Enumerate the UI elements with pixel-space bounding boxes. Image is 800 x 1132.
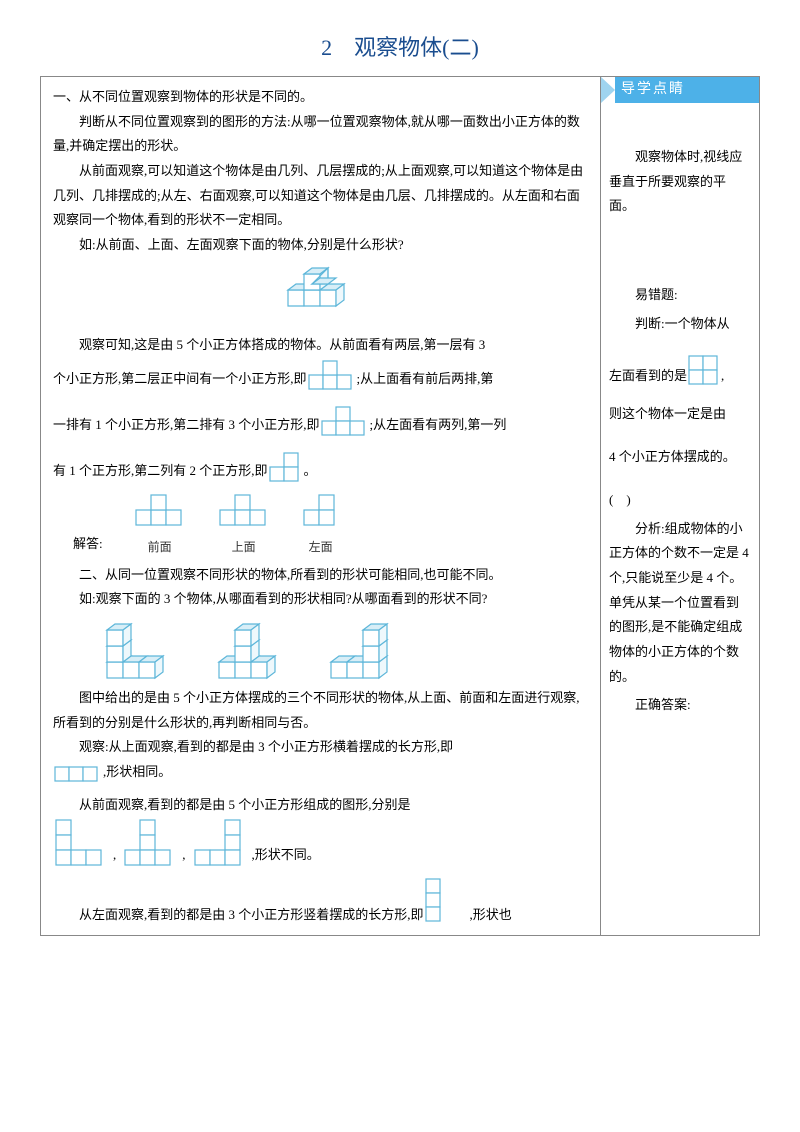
label-front: 前面 [133, 536, 187, 559]
p6b: ;从上面看有前后两排,第 [357, 367, 494, 392]
content-frame: 一、从不同位置观察到物体的形状是不同的。 判断从不同位置观察到的图形的方法:从哪… [40, 76, 760, 936]
p11: 图中给出的是由 5 个小正方体摆成的三个不同形状的物体,从上面、前面和左面进行观… [53, 686, 590, 735]
line-p13b: , , ,形状不同。 [53, 817, 590, 867]
p10: 如:观察下面的 3 个物体,从哪面看到的形状相同?从哪面看到的形状不同? [53, 587, 590, 612]
solve-row: 解答: 前面 [73, 491, 590, 558]
top-view-solve-icon [217, 491, 271, 527]
object-c-icon [327, 618, 413, 680]
front-c-icon [192, 817, 246, 867]
p12b: ,形状相同。 [103, 760, 171, 785]
chevron-icon [601, 77, 615, 103]
left-view-icon [268, 449, 304, 483]
line-p12b: ,形状相同。 [53, 760, 590, 785]
main-column: 一、从不同位置观察到物体的形状是不同的。 判断从不同位置观察到的图形的方法:从哪… [41, 77, 601, 935]
ans: 正确答案: [609, 693, 751, 718]
object-a-icon [103, 618, 189, 680]
q1b: 左面看到的是 [609, 364, 687, 389]
p9: 二、从同一位置观察不同形状的物体,所看到的形状可能相同,也可能不同。 [53, 563, 590, 588]
page-title: 2 观察物体(二) [40, 30, 760, 62]
q3: 4 个小正方体摆成的。 [609, 445, 751, 470]
p7a: 一排有 1 个小正方形,第二排有 3 个小正方形,即 [53, 413, 320, 438]
tip1: 观察物体时,视线应垂直于所要观察的平面。 [609, 145, 751, 219]
p7b: ;从左面看有两列,第一列 [370, 413, 507, 438]
p4: 如:从前面、上面、左面观察下面的物体,分别是什么形状? [53, 233, 590, 258]
cube-3d-icon [280, 264, 364, 318]
three-objects-row [103, 618, 590, 680]
front-a-icon [53, 817, 107, 867]
q-label: 易错题: [609, 283, 751, 308]
side-header: 导学点睛 [601, 77, 759, 103]
p6a: 个小正方形,第二层正中间有一个小正方形,即 [53, 367, 307, 392]
horiz-3-icon [53, 765, 103, 785]
top-view-icon [320, 403, 370, 437]
cube-figure-1 [53, 264, 590, 327]
p13b: ,形状不同。 [252, 843, 320, 868]
side-column: 导学点睛 观察物体时,视线应垂直于所要观察的平面。 易错题: 判断:一个物体从 … [601, 77, 759, 935]
object-b-icon [215, 618, 301, 680]
solve-label: 解答: [73, 532, 103, 557]
line-p7: 一排有 1 个小正方形,第二排有 3 个小正方形,即 ;从左面看有两列,第一列 [53, 403, 590, 437]
line-p14: 从左面观察,看到的都是由 3 个小正方形竖着摆成的长方形,即 ,形状也 [53, 877, 590, 927]
front-b-icon [122, 817, 176, 867]
q1c: , [721, 364, 724, 389]
comma2: , [182, 843, 185, 868]
line-p6: 个小正方形,第二层正中间有一个小正方形,即 ;从上面看有前后两排,第 [53, 357, 590, 391]
front-view-icon [307, 357, 357, 391]
p3: 从前面观察,可以知道这个物体是由几列、几层摆成的;从上面观察,可以知道这个物体是… [53, 159, 590, 233]
q1a: 判断:一个物体从 [609, 312, 751, 337]
square-2x2-icon [687, 354, 721, 388]
side-header-label: 导学点睛 [615, 77, 759, 103]
q2: 则这个物体一定是由 [609, 402, 751, 427]
label-top: 上面 [217, 536, 271, 559]
p12: 观察:从上面观察,看到的都是由 3 个小正方形横着摆成的长方形,即 [53, 735, 590, 760]
q1b-line: 左面看到的是 , [609, 354, 751, 388]
paren: ( ) [609, 488, 751, 513]
line-p8: 有 1 个正方形,第二列有 2 个正方形,即 。 [53, 449, 590, 483]
p14b: ,形状也 [444, 903, 512, 928]
label-left: 左面 [301, 536, 341, 559]
p8b: 。 [304, 459, 317, 484]
vert-3-icon [424, 877, 444, 927]
left-view-solve-icon [301, 491, 341, 527]
p2: 判断从不同位置观察到的图形的方法:从哪一位置观察物体,就从哪一面数出小正方体的数… [53, 110, 590, 159]
front-view-solve-icon [133, 491, 187, 527]
p5: 观察可知,这是由 5 个小正方体搭成的物体。从前面看有两层,第一层有 3 [53, 333, 590, 358]
p8a: 有 1 个正方形,第二列有 2 个正方形,即 [53, 459, 268, 484]
p14a: 从左面观察,看到的都是由 3 个小正方形竖着摆成的长方形,即 [53, 903, 424, 928]
p13: 从前面观察,看到的都是由 5 个小正方形组成的图形,分别是 [53, 793, 590, 818]
ana: 分析:组成物体的小正方体的个数不一定是 4 个,只能说至少是 4 个。单凭从某一… [609, 517, 751, 690]
comma1: , [113, 843, 116, 868]
p1: 一、从不同位置观察到物体的形状是不同的。 [53, 85, 590, 110]
